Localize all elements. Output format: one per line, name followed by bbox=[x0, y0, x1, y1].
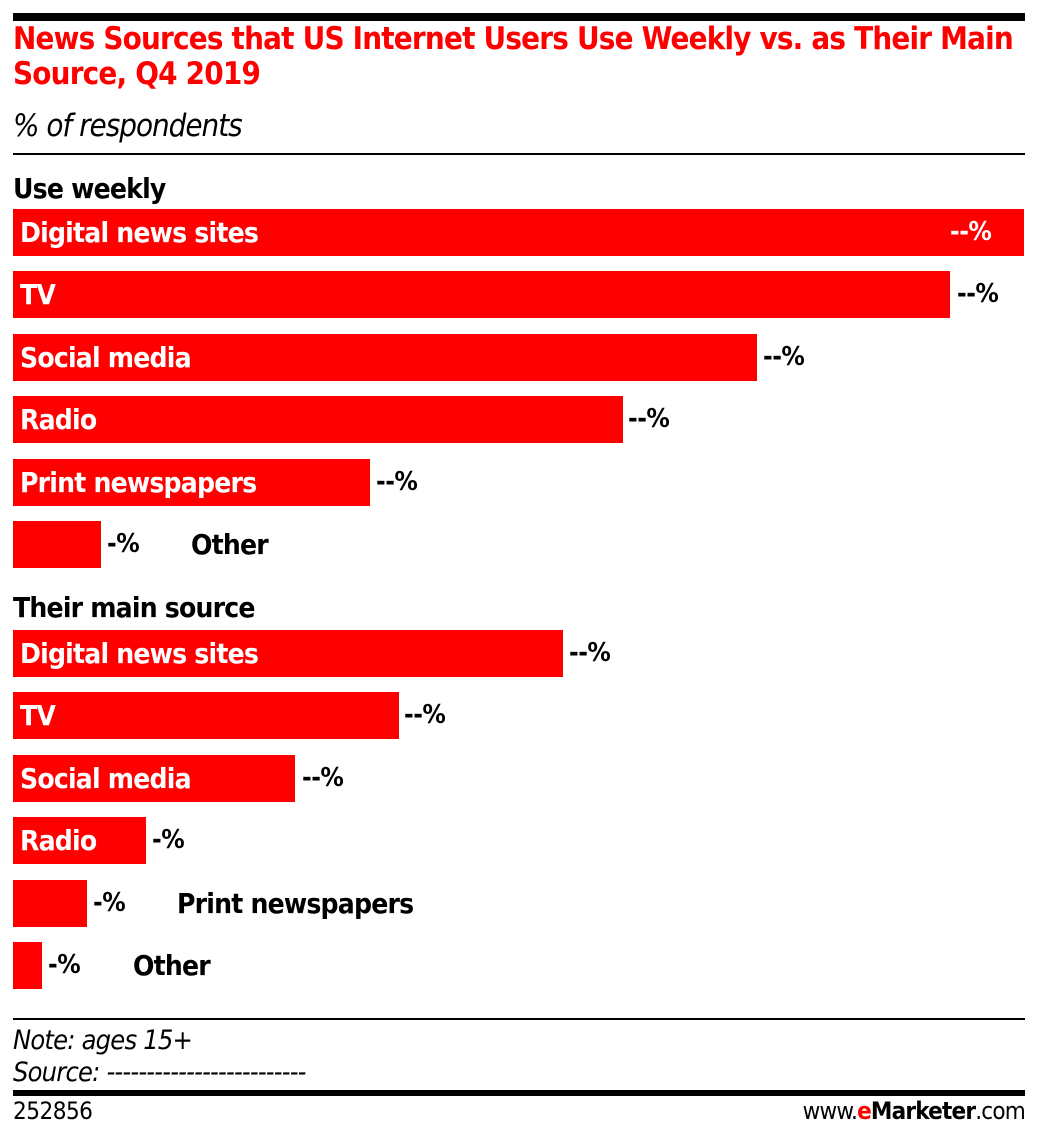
value-label: -% bbox=[93, 888, 126, 918]
bar-label: Other bbox=[191, 528, 269, 561]
bar-main-tv bbox=[13, 692, 399, 739]
note-text: Note: ages 15+ bbox=[13, 1025, 193, 1056]
bar-weekly-print bbox=[13, 459, 370, 506]
value-label: -% bbox=[152, 825, 185, 855]
bar-main-digital bbox=[13, 630, 563, 677]
brand-suffix: .com bbox=[975, 1097, 1026, 1125]
bar-label: TV bbox=[20, 699, 56, 732]
value-label: --% bbox=[628, 404, 670, 434]
chart-title: News Sources that US Internet Users Use … bbox=[13, 21, 1014, 92]
chart-subtitle: % of respondents bbox=[13, 108, 243, 144]
bar-label: TV bbox=[20, 278, 56, 311]
bar-label: Digital news sites bbox=[20, 637, 259, 670]
value-label: --% bbox=[376, 467, 418, 497]
bar-label: Print newspapers bbox=[177, 887, 414, 920]
bar-label: Radio bbox=[20, 403, 97, 436]
bottom-rule bbox=[13, 1090, 1025, 1096]
footer-rule bbox=[13, 1018, 1025, 1020]
section-label-main-source: Their main source bbox=[13, 591, 256, 624]
value-label: --% bbox=[569, 638, 611, 668]
bar-label: Digital news sites bbox=[20, 216, 259, 249]
value-label: --% bbox=[404, 700, 446, 730]
top-rule bbox=[13, 13, 1025, 21]
section-label-use-weekly: Use weekly bbox=[13, 172, 166, 205]
bar-main-other bbox=[13, 942, 42, 989]
brand-name: Marketer bbox=[870, 1097, 976, 1125]
bar-label: Other bbox=[133, 949, 211, 982]
brand-prefix: www. bbox=[802, 1097, 858, 1125]
bar-main-radio bbox=[13, 817, 146, 864]
bar-label: Social media bbox=[20, 762, 192, 795]
value-label: --% bbox=[957, 279, 999, 309]
value-label: --% bbox=[950, 217, 992, 247]
bar-weekly-other bbox=[13, 521, 101, 568]
value-label: --% bbox=[763, 342, 805, 372]
bar-label: Radio bbox=[20, 824, 97, 857]
bar-main-print bbox=[13, 880, 87, 927]
bar-main-social bbox=[13, 755, 295, 802]
bar-weekly-radio bbox=[13, 396, 623, 443]
header-rule bbox=[13, 153, 1025, 155]
bar-label: Social media bbox=[20, 341, 192, 374]
source-text: Source: ------------------------- bbox=[13, 1057, 306, 1088]
bar-label: Print newspapers bbox=[20, 466, 257, 499]
value-label: -% bbox=[107, 529, 140, 559]
bar-weekly-tv bbox=[13, 271, 950, 318]
value-label: -% bbox=[48, 950, 81, 980]
value-label: --% bbox=[302, 763, 344, 793]
brand-logo: www.eMarketer.com bbox=[802, 1097, 1026, 1125]
chart-id: 252856 bbox=[13, 1097, 93, 1125]
bar-weekly-digital bbox=[13, 209, 1024, 256]
bar-weekly-social bbox=[13, 334, 757, 381]
brand-e: e bbox=[857, 1097, 872, 1125]
